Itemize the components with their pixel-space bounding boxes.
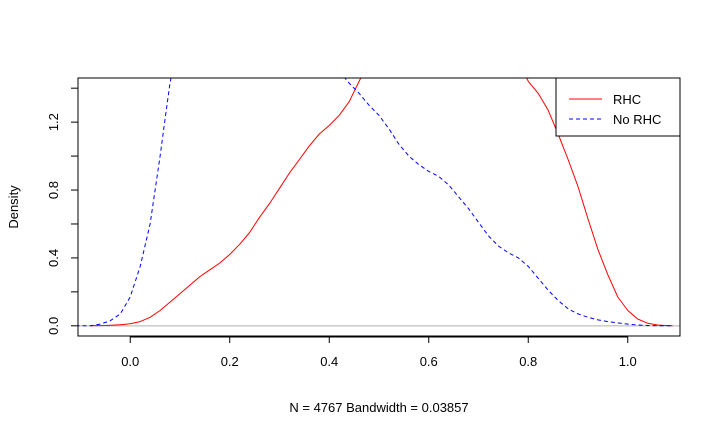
y-tick-label: 0.0 xyxy=(46,317,61,335)
x-tick-label: 0.6 xyxy=(420,354,438,369)
series-line-rhc-1 xyxy=(526,78,673,327)
x-tick-label: 1.0 xyxy=(619,354,637,369)
y-tick-label: 1.2 xyxy=(46,113,61,131)
x-tick-label: 0.8 xyxy=(519,354,537,369)
legend-label-no-rhc: No RHC xyxy=(613,112,661,127)
legend: RHC No RHC xyxy=(555,77,681,137)
x-axis-title: N = 4767 Bandwidth = 0.03857 xyxy=(289,400,468,415)
y-axis-title: Density xyxy=(6,185,21,229)
x-axis: 0.0 0.2 0.4 0.6 0.8 1.0 xyxy=(121,336,637,369)
x-tick-label: 0.2 xyxy=(221,354,239,369)
legend-box xyxy=(555,77,681,137)
y-axis: 0.0 0.4 0.8 1.2 xyxy=(46,87,79,335)
legend-label-rhc: RHC xyxy=(613,92,641,107)
x-tick-label: 0.4 xyxy=(320,354,338,369)
density-curves xyxy=(78,78,673,327)
y-tick-label: 0.8 xyxy=(46,181,61,199)
series-line-no-rhc-2 xyxy=(78,78,172,327)
series-line-rhc-0 xyxy=(90,78,362,327)
x-tick-label: 0.0 xyxy=(121,354,139,369)
series-line-no-rhc-3 xyxy=(344,78,673,327)
y-tick-label: 0.4 xyxy=(46,249,61,267)
